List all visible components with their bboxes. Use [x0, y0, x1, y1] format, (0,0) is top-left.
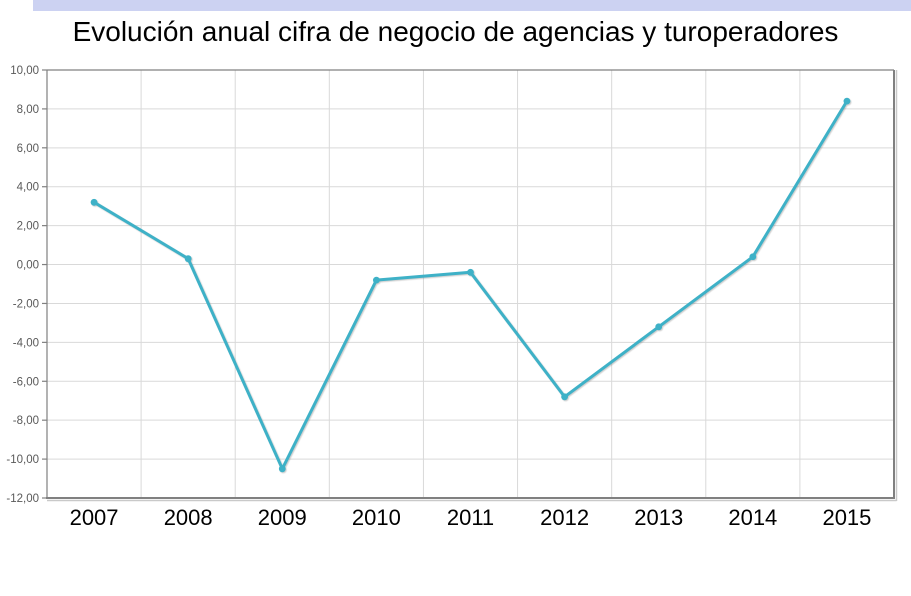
- data-point-2013: [655, 323, 663, 331]
- x-tick-label: 2009: [258, 505, 307, 530]
- data-point-2007: [90, 198, 98, 206]
- data-point-2008: [184, 255, 192, 263]
- x-tick-label: 2008: [164, 505, 213, 530]
- x-tick-label: 2010: [352, 505, 401, 530]
- top-accent-bar: [33, 0, 911, 11]
- y-tick-label: 6,00: [17, 143, 39, 155]
- y-tick-label: 2,00: [17, 221, 39, 233]
- x-tick-label: 2015: [822, 505, 871, 530]
- data-point-2014: [749, 253, 757, 261]
- y-tick-label: -8,00: [13, 415, 39, 427]
- chart-title: Evolución anual cifra de negocio de agen…: [72, 16, 839, 47]
- y-tick-label: -12,00: [6, 493, 39, 505]
- data-point-2012: [561, 393, 569, 401]
- axes: [46, 69, 898, 502]
- y-tick-label: -4,00: [13, 337, 39, 349]
- x-tick-label: 2014: [728, 505, 777, 530]
- y-tick-label: -6,00: [13, 376, 39, 388]
- data-point-2010: [372, 276, 380, 284]
- y-tick-label: 10,00: [10, 65, 39, 77]
- data-point-2011: [467, 268, 474, 276]
- y-tick-label: 8,00: [17, 104, 39, 116]
- x-tick-label: 2007: [70, 505, 119, 530]
- gridlines: [47, 70, 894, 498]
- x-axis-labels: 2007 2008 2009 2010 2011 2012 2013 2014 2015: [70, 505, 872, 530]
- x-tick-label: 2011: [447, 505, 494, 530]
- data-point-2009: [278, 465, 286, 473]
- data-point-2015: [843, 97, 851, 105]
- x-tick-label: 2012: [540, 505, 589, 530]
- y-axis-labels: 10,00 8,00 6,00 4,00 2,00 0,00 -2,00 -4,00 -6,00…: [6, 65, 47, 505]
- y-tick-label: 0,00: [17, 260, 39, 272]
- y-tick-label: 4,00: [17, 182, 39, 194]
- data-line: [92, 99, 849, 471]
- data-series: [90, 97, 851, 473]
- x-tick-label: 2013: [634, 505, 683, 530]
- y-tick-label: -2,00: [13, 298, 39, 310]
- y-tick-label: -10,00: [6, 454, 39, 466]
